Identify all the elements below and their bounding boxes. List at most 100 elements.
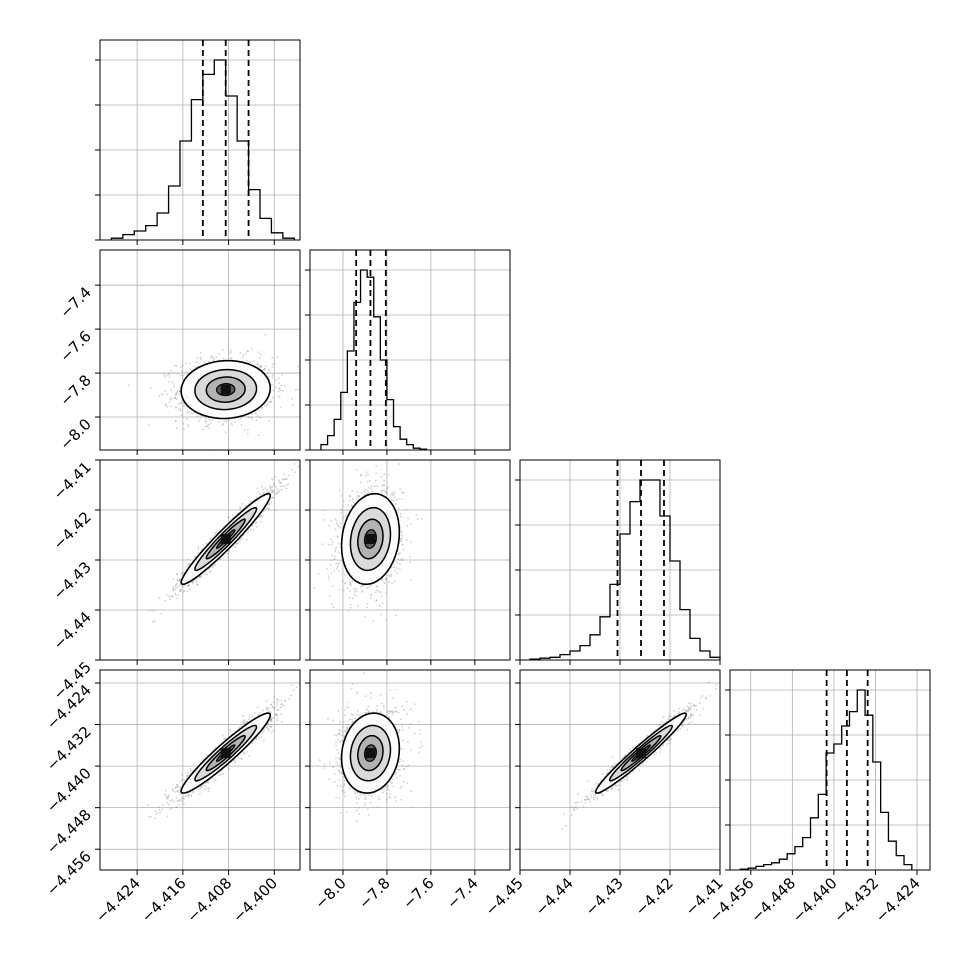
scatter-point	[369, 584, 372, 587]
scatter-point	[174, 420, 177, 423]
scatter-point	[210, 422, 213, 425]
scatter-point	[239, 507, 242, 509]
scatter-point	[205, 542, 208, 545]
scatter-point	[234, 421, 237, 424]
scatter-point	[247, 531, 250, 534]
scatter-point	[212, 356, 215, 359]
scatter-point	[271, 496, 273, 499]
scatter-point	[197, 551, 200, 554]
scatter-point	[174, 419, 177, 422]
scatter-point	[175, 365, 178, 367]
scatter-point	[169, 808, 171, 810]
scatter-point	[215, 356, 218, 358]
scatter-point	[204, 788, 206, 791]
scatter-point	[199, 416, 201, 419]
scatter-point	[365, 471, 368, 474]
scatter-point	[259, 366, 262, 369]
scatter-point	[361, 491, 363, 494]
scatter-point	[397, 553, 400, 556]
scatter-point	[260, 406, 263, 409]
density-peak	[220, 534, 231, 544]
scatter-point	[214, 746, 217, 748]
scatter-point	[257, 434, 260, 437]
scatter-point	[356, 605, 359, 608]
scatter-point	[409, 561, 412, 564]
scatter-point	[209, 570, 212, 572]
scatter-point	[220, 773, 223, 776]
scatter-point	[352, 597, 354, 600]
scatter-point	[239, 352, 242, 354]
scatter-point	[250, 347, 253, 350]
scatter-point	[179, 366, 182, 369]
scatter-point	[199, 352, 202, 354]
scatter-point	[372, 620, 375, 622]
scatter-point	[187, 424, 189, 426]
scatter-point	[252, 529, 255, 531]
scatter-point	[214, 779, 217, 781]
scatter-point	[203, 572, 206, 575]
scatter-point	[399, 559, 402, 561]
scatter-point	[341, 504, 344, 507]
scatter-point	[251, 742, 254, 744]
scatter-point	[246, 750, 248, 753]
scatter-point	[263, 739, 265, 742]
scatter-point	[420, 517, 423, 520]
scatter-point	[351, 580, 354, 583]
scatter-point	[275, 386, 277, 389]
scatter-point	[326, 567, 329, 570]
scatter-point	[407, 517, 409, 520]
scatter-point	[399, 488, 401, 490]
scatter-point	[204, 785, 207, 788]
scatter-point	[401, 543, 404, 546]
scatter-point	[371, 490, 374, 493]
scatter-point	[394, 570, 396, 572]
scatter-point	[341, 518, 344, 520]
scatter-point	[231, 513, 234, 516]
scatter-point	[330, 538, 333, 541]
scatter-point	[376, 485, 379, 488]
scatter-point	[369, 597, 372, 600]
scatter-point	[180, 370, 183, 373]
scatter-point	[149, 387, 152, 390]
scatter-point	[337, 565, 339, 568]
scatter-point	[340, 559, 343, 562]
scatter-point	[268, 710, 270, 712]
scatter-point	[249, 361, 252, 363]
density-peak	[220, 384, 231, 395]
scatter-point	[165, 403, 168, 406]
scatter-point	[351, 490, 354, 492]
scatter-point	[259, 364, 261, 367]
scatter-point	[147, 424, 150, 426]
scatter-point	[228, 352, 231, 355]
scatter-point	[152, 620, 154, 623]
scatter-point	[366, 587, 369, 590]
scatter-point	[383, 490, 386, 492]
scatter-point	[171, 807, 173, 810]
scatter-point	[180, 414, 183, 417]
scatter-point	[202, 428, 205, 431]
scatter-point	[361, 585, 364, 588]
scatter-point	[231, 424, 234, 427]
scatter-point	[375, 465, 378, 467]
scatter-point	[347, 504, 350, 507]
scatter-point	[264, 365, 267, 368]
scatter-point	[389, 575, 391, 578]
scatter-point	[176, 372, 179, 375]
scatter-point	[177, 408, 180, 411]
scatter-point	[186, 590, 189, 593]
scatter-point	[272, 479, 275, 481]
scatter-point	[188, 794, 191, 797]
scatter-point	[275, 704, 278, 707]
scatter-point	[179, 409, 182, 412]
scatter-point	[330, 559, 333, 562]
scatter-point	[349, 590, 351, 592]
scatter-point	[182, 374, 185, 377]
scatter-point	[376, 589, 378, 592]
scatter-point	[361, 591, 364, 593]
y-tick-label: −4.43	[50, 558, 95, 603]
scatter-point	[229, 349, 232, 352]
scatter-point	[366, 490, 369, 492]
scatter-point	[280, 721, 283, 723]
scatter-point	[251, 714, 254, 717]
scatter-point	[229, 357, 232, 360]
